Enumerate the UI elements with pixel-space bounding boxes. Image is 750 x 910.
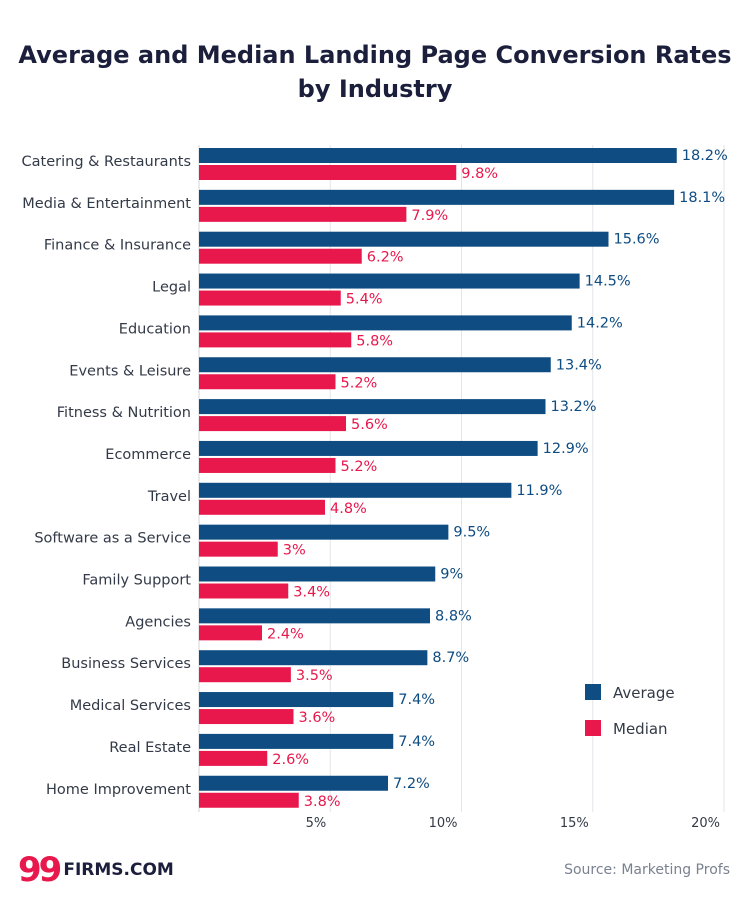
category-label: Software as a Service (34, 531, 191, 547)
data-label-median: 3.8% (304, 794, 341, 810)
data-label-median: 4.8% (330, 501, 367, 517)
logo-mark: 99 (18, 850, 62, 890)
chart-title: Average and Median Landing Page Conversi… (18, 41, 732, 103)
bar-average (199, 650, 428, 666)
bar-average (199, 524, 449, 540)
data-label-average: 11.9% (516, 483, 562, 499)
bar-average (199, 189, 675, 205)
bar-median (199, 332, 352, 348)
data-label-average: 13.4% (556, 357, 602, 373)
bar-average (199, 357, 551, 373)
data-label-median: 7.9% (411, 208, 448, 224)
legend-swatch-median (585, 720, 601, 736)
bar-median (199, 457, 336, 473)
bar-average (199, 566, 436, 582)
bar-median (199, 583, 289, 599)
category-label: Legal (152, 280, 191, 296)
category-label: Family Support (82, 573, 191, 589)
data-label-average: 9% (440, 567, 463, 583)
data-label-median: 5.8% (356, 333, 393, 349)
category-label: Events & Leisure (69, 363, 191, 379)
x-tick-label: 20% (691, 816, 720, 831)
data-label-average: 14.2% (577, 315, 623, 331)
bar-median (199, 290, 341, 306)
data-label-average: 14.5% (585, 274, 631, 290)
bar-average (199, 440, 538, 456)
legend: Average Median (585, 684, 675, 738)
logo: 99 FIRMS.COM (18, 850, 174, 890)
data-label-median: 5.2% (341, 375, 378, 391)
data-label-average: 9.5% (453, 525, 490, 541)
data-label-average: 13.2% (551, 399, 597, 415)
labels: Catering & Restaurants 18.2% 9.8% Media & E… (22, 148, 728, 810)
data-label-average: 7.2% (393, 776, 430, 792)
bar-median (199, 667, 291, 683)
bar-median (199, 625, 262, 641)
data-label-median: 5.6% (351, 417, 388, 433)
logo-text: FIRMS.COM (63, 860, 174, 880)
bar-median (199, 416, 346, 432)
x-tick-label: 10% (429, 816, 458, 831)
x-axis-ticks: 5% 10% 15% 20% (306, 816, 720, 831)
data-label-median: 3.5% (296, 668, 333, 684)
category-label: Catering & Restaurants (22, 154, 191, 170)
category-label: Education (119, 321, 191, 337)
bar-median (199, 206, 407, 222)
category-label: Travel (147, 489, 191, 505)
data-label-average: 15.6% (614, 232, 660, 248)
category-label: Fitness & Nutrition (57, 405, 191, 421)
data-label-average: 18.2% (682, 148, 728, 164)
category-label: Medical Services (70, 698, 191, 714)
bars (199, 148, 677, 808)
data-label-average: 8.8% (435, 608, 472, 624)
category-label: Business Services (61, 656, 191, 672)
category-label: Media & Entertainment (22, 196, 191, 212)
data-label-average: 12.9% (543, 441, 589, 457)
bar-average (199, 231, 609, 247)
data-label-average: 18.1% (679, 190, 725, 206)
bar-average (199, 608, 430, 624)
source-note: Source: Marketing Profs (564, 862, 730, 878)
category-label: Home Improvement (46, 782, 191, 798)
bar-median (199, 792, 299, 808)
data-label-average: 7.4% (398, 692, 435, 708)
legend-label-median: Median (613, 720, 668, 738)
category-label: Real Estate (109, 740, 191, 756)
category-label: Ecommerce (105, 447, 191, 463)
data-label-median: 3.6% (299, 710, 336, 726)
data-label-median: 2.6% (272, 752, 309, 768)
bar-median (199, 750, 268, 766)
bar-average (199, 273, 580, 289)
data-label-median: 2.4% (267, 626, 304, 642)
data-label-average: 7.4% (398, 734, 435, 750)
bar-average (199, 148, 677, 163)
bar-average (199, 482, 512, 498)
bar-average (199, 775, 388, 791)
bar-median (199, 374, 336, 390)
legend-swatch-average (585, 684, 601, 700)
x-tick-label: 15% (560, 816, 589, 831)
bar-average (199, 692, 394, 708)
bar-median (199, 541, 278, 557)
data-label-median: 3.4% (293, 585, 330, 601)
bar-average (199, 399, 546, 415)
bar-median (199, 248, 362, 264)
data-label-median: 5.4% (346, 292, 383, 308)
legend-label-average: Average (613, 684, 675, 702)
bar-median (199, 709, 294, 725)
bar-median (199, 165, 457, 180)
category-label: Finance & Insurance (44, 238, 191, 254)
data-label-median: 5.2% (341, 459, 378, 475)
bar-average (199, 315, 572, 331)
x-tick-label: 5% (306, 816, 327, 831)
bar-average (199, 733, 394, 749)
data-label-median: 3% (283, 543, 306, 559)
data-label-median: 9.8% (461, 166, 498, 182)
data-label-median: 6.2% (367, 250, 404, 266)
bar-median (199, 499, 325, 515)
data-label-average: 8.7% (432, 650, 469, 666)
category-label: Agencies (125, 614, 191, 630)
